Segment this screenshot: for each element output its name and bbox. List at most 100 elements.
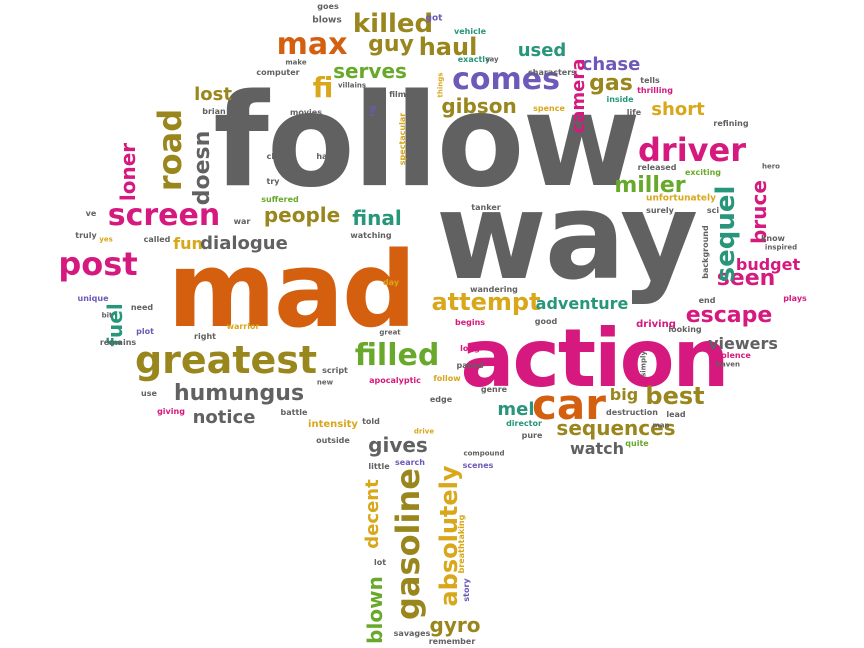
word-search: search bbox=[395, 458, 425, 467]
word-tanker: tanker bbox=[471, 203, 501, 212]
word-sci: sci bbox=[706, 206, 720, 215]
word-paced: paced bbox=[456, 361, 484, 370]
word-thrilling: thrilling bbox=[637, 86, 673, 95]
word-use: use bbox=[141, 389, 157, 398]
word-greatest: greatest bbox=[134, 338, 318, 382]
word-haven: haven bbox=[715, 360, 741, 369]
word-gas: gas bbox=[589, 71, 633, 96]
word-spence: spence bbox=[533, 104, 565, 113]
word-driving: driving bbox=[636, 319, 676, 330]
word-called: called bbox=[143, 235, 171, 244]
word-things: things bbox=[436, 72, 445, 98]
word-edge: edge bbox=[429, 395, 453, 404]
word-comes: comes bbox=[452, 62, 560, 97]
word-remember: remember bbox=[428, 637, 476, 646]
word-new: new bbox=[316, 378, 334, 387]
word-cliff: cliff bbox=[266, 152, 284, 161]
word-computer: computer bbox=[256, 68, 300, 77]
word-director: director bbox=[506, 419, 542, 428]
word-guy: guy bbox=[368, 32, 414, 57]
word-brian: brian bbox=[202, 107, 226, 116]
word-way: way bbox=[435, 168, 698, 307]
word-fi: fi bbox=[312, 71, 334, 104]
word-drive: drive bbox=[413, 427, 435, 436]
word-bit: bit bbox=[101, 311, 113, 320]
word-refining: refining bbox=[713, 119, 749, 128]
word-remains: remains bbox=[99, 338, 137, 347]
word-script: script bbox=[322, 366, 348, 375]
word-sequences: sequences bbox=[556, 416, 676, 440]
word-sequel: sequel bbox=[711, 185, 741, 283]
word-inside: inside bbox=[606, 95, 634, 104]
word-ve: ve bbox=[85, 209, 97, 218]
word-genre: genre bbox=[480, 385, 508, 394]
word-background: background bbox=[701, 225, 710, 279]
word-vehicle: vehicle bbox=[454, 27, 486, 36]
word-notice: notice bbox=[192, 407, 256, 428]
word-haul: haul bbox=[418, 33, 478, 61]
word-fun: fun bbox=[173, 234, 203, 253]
word-surely: surely bbox=[646, 206, 674, 215]
word-spectacular: spectacular bbox=[398, 112, 407, 166]
word-told: told bbox=[362, 417, 380, 426]
word-pure: pure bbox=[521, 431, 543, 440]
word-say: say bbox=[485, 55, 499, 64]
word-films: films bbox=[389, 90, 411, 99]
word-road: road bbox=[151, 108, 189, 192]
word-inspired: inspired bbox=[764, 243, 798, 252]
word-big: big bbox=[609, 385, 639, 404]
word-scenes: scenes bbox=[462, 461, 494, 470]
word-short: short bbox=[651, 99, 705, 120]
word-serves: serves bbox=[333, 59, 407, 83]
word-lead: lead bbox=[666, 410, 686, 419]
word-driver: driver bbox=[638, 131, 746, 169]
word-hero: hero bbox=[762, 162, 780, 171]
word-story: story bbox=[462, 578, 471, 602]
word-little: little bbox=[368, 462, 390, 471]
word-suffered: suffered bbox=[261, 195, 299, 204]
word-half: half bbox=[316, 152, 334, 161]
word-unfortunately: unfortunately bbox=[646, 193, 716, 204]
word-escape: escape bbox=[685, 303, 773, 328]
word-truly: truly bbox=[75, 231, 97, 240]
word-mel: mel bbox=[497, 399, 535, 420]
word-great: great bbox=[379, 328, 401, 337]
word-simply: simply bbox=[639, 351, 648, 377]
word-follow: follow bbox=[213, 67, 641, 216]
word-need: need bbox=[130, 303, 154, 312]
word-exactly: exactly bbox=[457, 55, 491, 64]
word-dialogue: dialogue bbox=[200, 233, 288, 254]
word-killed: killed bbox=[352, 9, 434, 39]
word-good: good bbox=[534, 317, 558, 326]
word-viewers: viewers bbox=[708, 334, 778, 353]
word-looking: looking bbox=[668, 325, 702, 334]
word-decent: decent bbox=[362, 479, 383, 549]
word-chase: chase bbox=[581, 54, 641, 75]
word-exciting: exciting bbox=[684, 168, 722, 177]
word-quite: quite bbox=[625, 439, 649, 448]
word-right: right bbox=[194, 332, 216, 341]
word-miller: miller bbox=[614, 173, 686, 198]
word-adventure: adventure bbox=[535, 294, 629, 313]
word-yes: yes bbox=[99, 235, 113, 244]
word-know: know bbox=[761, 234, 785, 243]
word-final: final bbox=[352, 206, 402, 230]
word-gasoline: gasoline bbox=[389, 468, 427, 620]
word-budget: budget bbox=[735, 255, 801, 274]
word-lot: lot bbox=[373, 558, 387, 567]
word-action: action bbox=[460, 312, 730, 405]
word-make: make bbox=[285, 58, 307, 67]
word-characters: characters bbox=[528, 68, 576, 77]
word-got: got bbox=[425, 13, 443, 24]
word-outside: outside bbox=[316, 436, 350, 445]
word-blown: blown bbox=[363, 576, 387, 644]
word-gives: gives bbox=[368, 433, 428, 457]
word-best: best bbox=[645, 382, 705, 410]
word-goes: goes bbox=[317, 2, 339, 11]
word-intensity: intensity bbox=[308, 419, 358, 430]
word-humungus: humungus bbox=[173, 381, 305, 406]
word-life: life bbox=[626, 108, 642, 117]
word-tells: tells bbox=[640, 76, 660, 85]
word-man: man bbox=[652, 421, 670, 430]
